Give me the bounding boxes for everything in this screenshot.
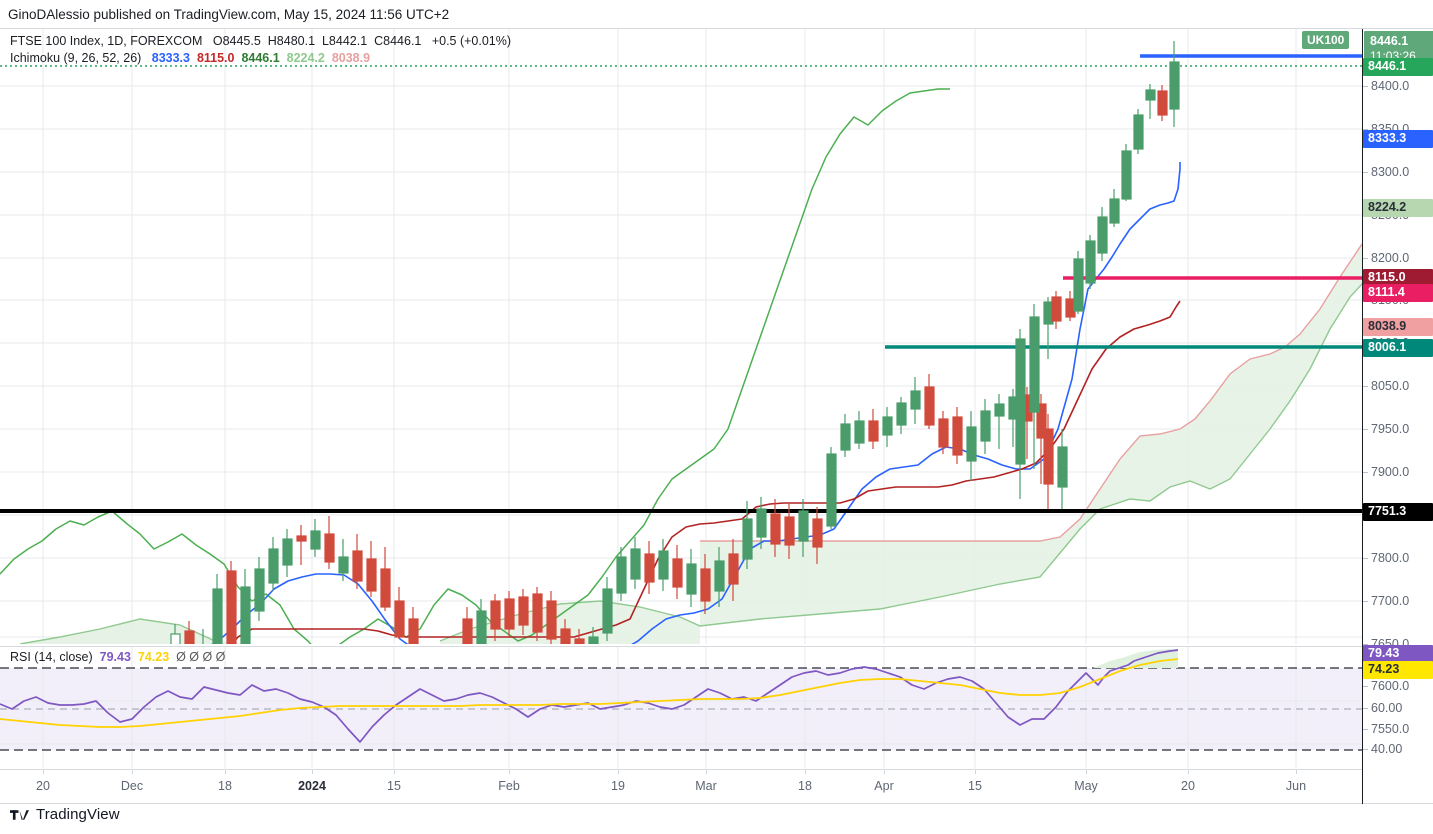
ichimoku-senkou-a-value: 8224.2	[286, 51, 325, 65]
main-legend: FTSE 100 Index, 1D, FOREXCOM O8445.5 H84…	[10, 34, 511, 48]
price-pill-tealline: 8006.1	[1363, 339, 1433, 357]
price-tick: 7800.0	[1371, 551, 1410, 565]
legend-symbol[interactable]: FTSE 100 Index, 1D, FOREXCOM	[10, 34, 203, 48]
date-label-year: 2024	[298, 779, 326, 793]
ichimoku-tenkan-value: 8333.3	[151, 51, 190, 65]
rsi-pill-value: 79.43	[1363, 645, 1433, 663]
vertical-gridlines	[42, 29, 1297, 644]
ichimoku-senkou-b-value: 8038.9	[331, 51, 371, 65]
kijun-sen-line	[231, 300, 1181, 644]
symbol-badge: UK100	[1302, 31, 1350, 49]
price-pill-senkou-a: 8224.2	[1363, 199, 1433, 217]
date-label: Dec	[120, 779, 144, 793]
price-tick: 7900.0	[1371, 465, 1410, 479]
date-label: 20	[1181, 779, 1195, 793]
price-pill-senkou-b: 8038.9	[1363, 318, 1433, 336]
ichimoku-legend: Ichimoku (9, 26, 52, 26) 8333.3 8115.0 8…	[10, 51, 370, 65]
date-label: May	[1074, 779, 1098, 793]
price-pill-close: 8446.1	[1363, 58, 1433, 76]
rsi-chart-svg	[0, 647, 1362, 771]
rsi-pill-ma: 74.23	[1363, 661, 1433, 679]
rsi-tick: 60.00	[1371, 701, 1403, 715]
date-axis-divider	[1362, 770, 1363, 804]
price-pill-tenkan: 8333.3	[1363, 130, 1433, 148]
chikou-span	[0, 88, 950, 644]
chart-frame: FTSE 100 Index, 1D, FOREXCOM O8445.5 H84…	[0, 28, 1433, 771]
horizontal-gridlines	[0, 85, 1362, 638]
rsi-title[interactable]: RSI (14, close)	[10, 650, 93, 664]
candlestick-series	[170, 41, 1180, 644]
price-tick: 8400.0	[1371, 79, 1410, 93]
date-label: Feb	[498, 779, 520, 793]
rsi-value: 79.43	[99, 650, 131, 664]
price-tick: 8050.0	[1371, 379, 1410, 393]
price-tick: 8300.0	[1371, 165, 1410, 179]
last-price-value: 8446.1	[1370, 34, 1409, 48]
rsi-line	[0, 649, 1179, 743]
lightning-alert-icon[interactable]	[1174, 643, 1198, 644]
date-label: Jun	[1285, 779, 1307, 793]
price-tick: 7600.0	[1371, 679, 1410, 693]
rsi-ma-line	[0, 658, 1179, 728]
ichimoku-chikou-value: 8446.1	[241, 51, 280, 65]
legend-change: +0.5 (+0.01%)	[431, 34, 512, 48]
tenkan-sen-line	[211, 162, 1181, 644]
tradingview-logo-icon	[10, 809, 29, 820]
legend-high: H8480.1	[267, 34, 316, 48]
price-pill-kijun: 8115.0	[1363, 269, 1433, 287]
ichimoku-title[interactable]: Ichimoku (9, 26, 52, 26)	[10, 51, 142, 65]
tradingview-brand-text: TradingView	[36, 806, 120, 823]
date-label: 19	[611, 779, 625, 793]
date-label: 15	[968, 779, 982, 793]
rsi-horizontal-gridlines	[0, 700, 1362, 745]
price-chart-svg	[0, 29, 1362, 644]
price-tick: 7950.0	[1371, 422, 1410, 436]
legend-close: C8446.1	[374, 34, 422, 48]
rsi-tick: 40.00	[1371, 742, 1403, 756]
rsi-pane[interactable]: RSI (14, close) 79.43 74.23 Ø Ø Ø Ø	[0, 646, 1362, 771]
legend-open: O8445.5	[212, 34, 261, 48]
rsi-legend: RSI (14, close) 79.43 74.23 Ø Ø Ø Ø	[10, 650, 225, 664]
legend-low: L8442.1	[321, 34, 368, 48]
date-axis[interactable]: 20 Dec 18 2024 15 Feb 19 Mar 18 Apr 15 M…	[0, 770, 1433, 804]
ichimoku-kijun-value: 8115.0	[196, 51, 235, 65]
date-label: Mar	[695, 779, 717, 793]
rsi-ma-value: 74.23	[137, 650, 170, 664]
price-pill-blackline: 7751.3	[1363, 503, 1433, 521]
senkou-span-a-line	[19, 283, 1362, 644]
price-tick: 7550.0	[1371, 722, 1410, 736]
date-label: 18	[218, 779, 232, 793]
date-label: 18	[798, 779, 812, 793]
rsi-empty-values: Ø Ø Ø Ø	[176, 650, 226, 664]
price-tick: 7700.0	[1371, 594, 1410, 608]
price-pill-pinkline: 8111.4	[1363, 284, 1433, 302]
date-label: 20	[36, 779, 50, 793]
publisher-attribution: GinoDAlessio published on TradingView.co…	[8, 7, 450, 22]
price-axis[interactable]: UK100 8446.1 11:03:26 8400.0 8350.0 8300…	[1302, 29, 1433, 771]
date-label: Apr	[874, 779, 894, 793]
date-label: 15	[387, 779, 401, 793]
footer: TradingView	[10, 806, 120, 823]
price-tick: 8200.0	[1371, 251, 1410, 265]
price-pane[interactable]: FTSE 100 Index, 1D, FOREXCOM O8445.5 H84…	[0, 29, 1362, 644]
